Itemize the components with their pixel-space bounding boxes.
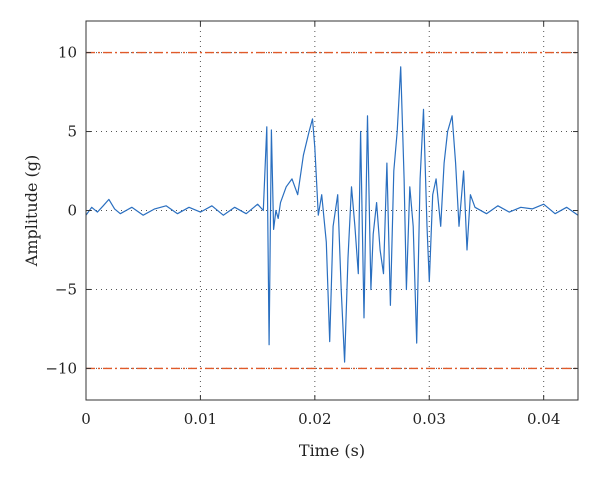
y-tick-label: 0	[67, 202, 77, 220]
grid	[86, 21, 578, 400]
reference-lines	[86, 51, 578, 370]
x-axis-label: Time (s)	[299, 441, 365, 460]
series-line	[85, 66, 579, 363]
tick-marks	[85, 21, 578, 400]
series-group	[85, 66, 579, 363]
y-tick-labels: −10 −5 0 5 10	[45, 44, 77, 378]
y-tick-label: −5	[55, 280, 77, 298]
x-tick-label: 0	[81, 410, 91, 428]
x-tick-label: 0.03	[413, 410, 446, 428]
x-tick-labels: 0 0.01 0.02 0.03 0.04	[81, 410, 560, 428]
x-tick-label: 0.04	[527, 410, 560, 428]
y-tick-label: 10	[58, 44, 77, 62]
y-axis-label: Amplitude (g)	[22, 155, 41, 267]
x-tick-label: 0.02	[298, 410, 331, 428]
y-tick-label: −10	[45, 359, 77, 377]
x-tick-label: 0.01	[184, 410, 217, 428]
y-tick-label: 5	[67, 123, 77, 141]
